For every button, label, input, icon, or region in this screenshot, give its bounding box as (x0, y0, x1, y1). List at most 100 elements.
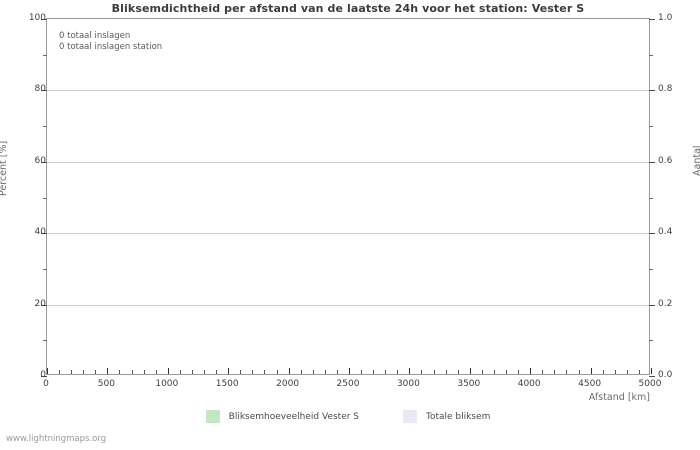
footer-watermark: www.lightningmaps.org (6, 434, 107, 444)
x-axis-minor-tick (324, 370, 326, 374)
page-title: Bliksemdichtheid per afstand van de laat… (111, 2, 585, 15)
x-axis-minor-tick (131, 370, 133, 374)
y-axis-left-minor-tick (43, 54, 47, 56)
y-axis-right-minor-tick (649, 197, 653, 199)
legend-swatch-station (205, 410, 220, 423)
x-axis-tick-label: 4000 (517, 379, 541, 389)
y-axis-left-tick-label: 80 (34, 84, 46, 95)
x-axis-tick-label: 500 (97, 379, 115, 389)
gridlines (47, 19, 649, 374)
y-axis-left-tick (41, 304, 47, 306)
x-axis-minor-tick (578, 370, 580, 374)
y-axis-right-tick-label: 0.8 (658, 84, 673, 95)
x-axis-minor-tick (216, 370, 218, 374)
x-axis-minor-tick (433, 370, 435, 374)
x-axis-tick (47, 368, 48, 374)
legend-label-station: Bliksemhoeveelheid Vester S (228, 411, 360, 422)
x-axis-minor-tick (191, 370, 193, 374)
y-axis-left-tick (41, 233, 47, 235)
y-axis-left-tick-label: 20 (34, 298, 46, 309)
gridline (47, 233, 649, 235)
x-axis-minor-tick (59, 370, 61, 374)
x-axis-tick-label: 1500 (215, 379, 239, 389)
y-axis-right-tick (649, 90, 655, 92)
y-axis-right-title: Aantal (692, 145, 700, 176)
x-axis-minor-tick (397, 370, 399, 374)
legend-item-total: Totale bliksem (403, 410, 490, 423)
x-axis-minor-tick (373, 370, 375, 374)
y-axis-right-tick-label: 0.4 (658, 227, 673, 238)
x-axis-tick-label: 5000 (638, 379, 662, 389)
y-axis-left-tick (41, 161, 47, 163)
x-axis-tick (469, 368, 471, 374)
x-axis-tick (651, 368, 652, 374)
x-axis-minor-tick (457, 370, 459, 374)
x-axis-minor-tick (385, 370, 387, 374)
y-axis-right-tick (649, 304, 655, 306)
x-axis-minor-tick (638, 370, 640, 374)
y-axis-right-minor-tick (649, 54, 653, 56)
annotation-total-strikes-station: 0 totaal inslagen station (59, 42, 163, 52)
gridline (47, 304, 649, 306)
x-axis-minor-tick (119, 370, 121, 374)
x-axis-minor-tick (240, 370, 242, 374)
x-axis-tick-label: 0 (43, 379, 49, 389)
gridline (47, 161, 649, 163)
y-axis-right-minor-tick (649, 340, 653, 342)
x-axis-minor-tick (312, 370, 314, 374)
annotation-block: 0 totaal inslagen 0 totaal inslagen stat… (59, 31, 162, 53)
y-axis-left-tick-label: 40 (34, 227, 46, 238)
chart-legend: Bliksemhoeveelheid Vester S Totale bliks… (46, 410, 650, 423)
x-axis-tick (590, 368, 592, 374)
plot-area: 0 totaal inslagen 0 totaal inslagen stat… (41, 18, 655, 377)
y-axis-left-minor-tick (43, 126, 47, 128)
x-axis-tick-label: 1000 (155, 379, 179, 389)
x-axis-minor-tick (566, 370, 568, 374)
x-axis-minor-tick (264, 370, 266, 374)
x-axis-tick (530, 368, 532, 374)
x-axis-tick-label: 4500 (578, 379, 602, 389)
x-axis-minor-tick (361, 370, 363, 374)
y-axis-right-tick (649, 19, 655, 20)
y-axis-left-tick (41, 19, 47, 20)
y-axis-right-tick (649, 161, 655, 163)
x-axis-tick (288, 368, 290, 374)
x-axis-minor-tick (204, 370, 206, 374)
x-axis-minor-tick (614, 370, 616, 374)
y-axis-right-tick-label: 0.0 (658, 370, 673, 380)
y-axis-left-title: Percent [%] (0, 140, 9, 196)
x-axis-minor-tick (554, 370, 556, 374)
x-axis-minor-tick (626, 370, 628, 374)
y-axis-left-tick (41, 90, 47, 92)
x-axis-minor-tick (493, 370, 495, 374)
x-axis-minor-tick (300, 370, 302, 374)
y-axis-left-minor-tick (43, 197, 47, 199)
x-axis-minor-tick (83, 370, 85, 374)
x-axis-tick-label: 2000 (276, 379, 300, 389)
legend-label-total: Totale bliksem (426, 411, 491, 422)
annotation-total-strikes: 0 totaal inslagen (59, 31, 131, 41)
y-axis-left-tick-label: 60 (34, 155, 46, 166)
x-axis-title: Afstand [km] (588, 392, 650, 403)
x-axis-minor-tick (95, 370, 97, 374)
y-axis-right-tick-label: 1.0 (658, 13, 673, 23)
x-axis-minor-tick (179, 370, 181, 374)
x-axis-minor-tick (506, 370, 508, 374)
y-axis-right-tick-label: 0.2 (658, 298, 673, 309)
legend-swatch-total (403, 410, 418, 423)
y-axis-left-minor-tick (43, 268, 47, 270)
x-axis-minor-tick (481, 370, 483, 374)
gridline (47, 90, 649, 92)
legend-item-station: Bliksemhoeveelheid Vester S (205, 410, 360, 423)
x-axis-minor-tick (71, 370, 73, 374)
y-axis-left-tick-label: 0 (40, 370, 46, 380)
y-axis-right-tick (649, 376, 655, 377)
x-axis-minor-tick (445, 370, 447, 374)
x-axis-tick (107, 368, 109, 374)
x-axis-minor-tick (155, 370, 157, 374)
x-axis-tick (409, 368, 411, 374)
x-axis-tick-label: 3500 (457, 379, 481, 389)
y-axis-right-tick-label: 0.6 (658, 155, 673, 166)
y-axis-right-tick (649, 233, 655, 235)
y-axis-left-tick (41, 376, 47, 377)
